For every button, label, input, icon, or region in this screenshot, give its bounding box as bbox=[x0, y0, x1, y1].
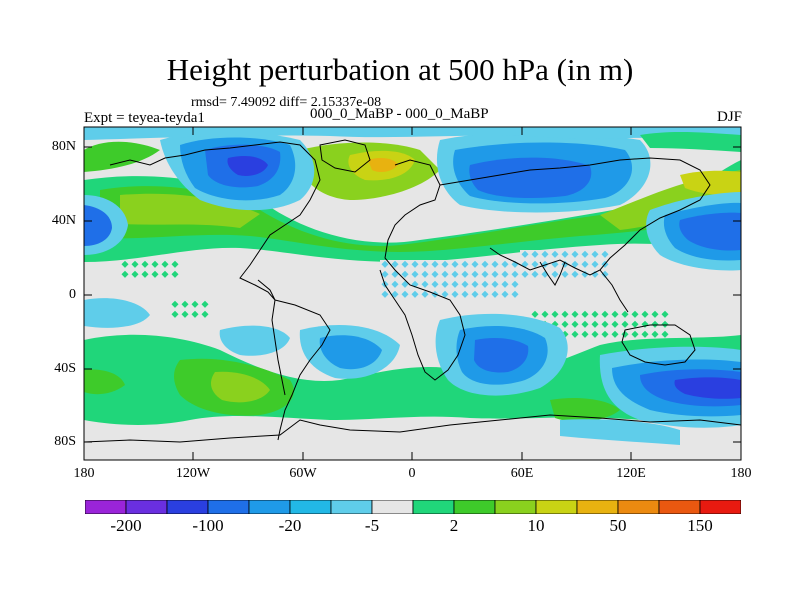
colorbar-label: -5 bbox=[364, 516, 380, 535]
field-strong-pos-nh-band bbox=[100, 175, 741, 252]
coastlines bbox=[84, 139, 741, 443]
colorbar-swatch bbox=[453, 500, 496, 514]
field-pos-nw-green bbox=[84, 141, 160, 172]
field-pos-ne-yellow bbox=[680, 170, 741, 196]
colorbar bbox=[85, 500, 741, 514]
field-neg-sh-4d bbox=[674, 377, 741, 399]
field-neg-nw-edge-b bbox=[84, 205, 112, 246]
colorbar-swatch bbox=[576, 500, 619, 514]
colorbar-swatch bbox=[658, 500, 701, 514]
y-tick-label: 40N bbox=[51, 213, 76, 228]
colorbar-label: 150 bbox=[687, 516, 713, 535]
colorbar-swatch bbox=[412, 500, 455, 514]
colorbar-label: -100 bbox=[192, 516, 224, 535]
colorbar-label: 10 bbox=[527, 516, 545, 535]
colorbar-swatch bbox=[371, 500, 414, 514]
field-neg-sh-3c bbox=[474, 338, 529, 373]
chart-title: Height perturbation at 500 hPa (in m) bbox=[166, 52, 634, 87]
colorbar-swatch bbox=[125, 500, 168, 514]
y-tick-label: 0 bbox=[69, 287, 76, 302]
colorbar-swatch bbox=[699, 500, 741, 514]
field-neg-ne-edge-c bbox=[679, 212, 741, 251]
colorbar-swatch bbox=[535, 500, 578, 514]
colorbar-swatch bbox=[85, 500, 127, 514]
colorbar-swatch bbox=[248, 500, 291, 514]
case-label: 000_0_MaBP - 000_0_MaBP bbox=[310, 106, 489, 122]
field-neg-sh-1 bbox=[219, 325, 290, 356]
field-pos-sh-3 bbox=[84, 369, 125, 395]
y-tick-label: 80N bbox=[51, 139, 76, 154]
x-tick-label: 180 bbox=[73, 466, 95, 481]
x-tick-label: 180 bbox=[730, 466, 752, 481]
field-neg-nh-1d bbox=[227, 156, 268, 176]
field-extreme-pos-nh-2 bbox=[368, 157, 398, 173]
field-very-strong-pos-sh bbox=[210, 371, 270, 403]
field-tropic-speckle-1 bbox=[380, 260, 520, 300]
colorbar-label: 50 bbox=[609, 516, 627, 535]
x-tick-label: 60W bbox=[289, 466, 317, 481]
season-label: DJF bbox=[716, 109, 742, 125]
field-neg-nh-2c bbox=[469, 157, 592, 198]
field-pos-nh-band bbox=[84, 160, 741, 262]
colorbar-label: -200 bbox=[110, 516, 142, 535]
y-tick-label: 40S bbox=[54, 361, 76, 376]
x-tick-label: 60E bbox=[510, 466, 534, 481]
x-axis-ticks bbox=[83, 127, 742, 460]
colorbar-swatch bbox=[207, 500, 250, 514]
field-neg-sh-2b bbox=[319, 335, 382, 370]
field-neg-sh-6 bbox=[560, 419, 680, 445]
x-tick-label: 120W bbox=[175, 466, 211, 481]
field-neg-sh-5 bbox=[84, 298, 150, 328]
y-tick-label: 80S bbox=[54, 434, 76, 449]
x-tick-label: 120E bbox=[616, 466, 646, 481]
field-tropic-speckle-3 bbox=[120, 260, 180, 280]
colorbar-label: -20 bbox=[278, 516, 302, 535]
experiment-label: Expt = teyea-teyda1 bbox=[84, 110, 205, 126]
colorbar-swatch bbox=[330, 500, 373, 514]
x-tick-label: 0 bbox=[408, 466, 416, 481]
colorbar-swatch bbox=[617, 500, 660, 514]
field-tropic-speckle-5 bbox=[170, 300, 210, 320]
field-tropic-speckle-2 bbox=[520, 250, 610, 280]
colorbar-swatch bbox=[289, 500, 332, 514]
y-axis-ticks bbox=[84, 146, 741, 443]
colorbar-swatch bbox=[166, 500, 209, 514]
colorbar-swatch bbox=[494, 500, 537, 514]
field-pos-arctic-green bbox=[640, 131, 741, 152]
colorbar-label: 2 bbox=[449, 516, 459, 535]
stats-line: rmsd= 7.49092 diff= 2.15337e-08 bbox=[191, 95, 382, 110]
